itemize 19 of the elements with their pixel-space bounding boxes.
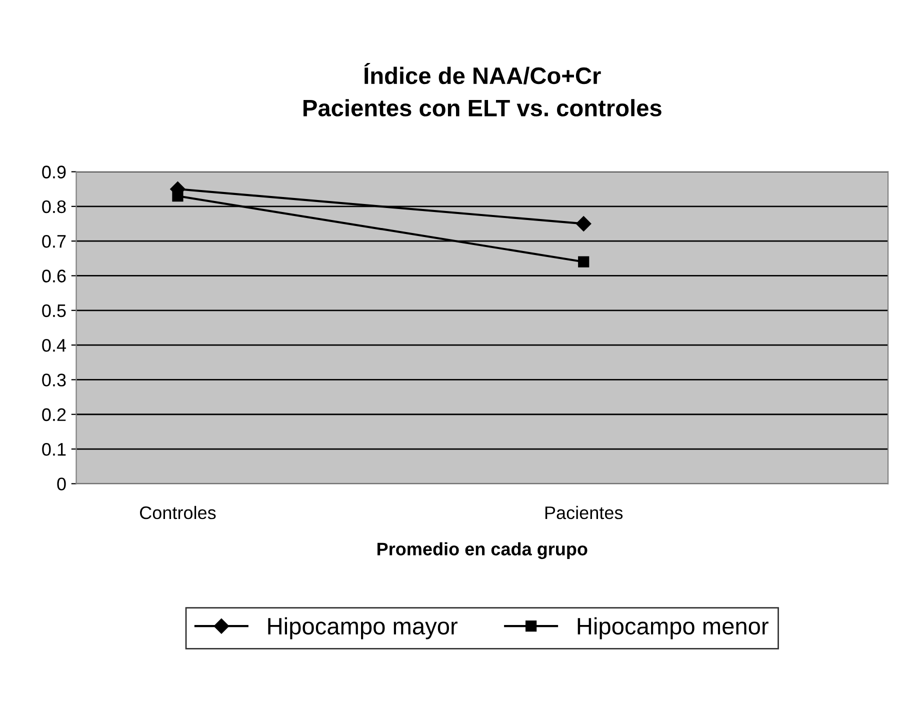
- y-tick-label: 0.1: [42, 442, 66, 456]
- y-tick-label: 0.4: [42, 338, 66, 352]
- legend-label: Hipocampo mayor: [268, 617, 458, 640]
- point: [576, 216, 592, 232]
- x-tick-label: Pacientes: [545, 506, 623, 520]
- x-tick-label: Controles: [140, 506, 216, 520]
- chart-title: Índice de NAA/Co+Cr Pacientes con ELT vs. controles: [304, 62, 662, 116]
- point: [172, 190, 184, 202]
- x-axis-title: Promedio en cada grupo: [378, 542, 588, 560]
- y-tick-label: 0.3: [42, 374, 66, 386]
- point: [578, 256, 590, 268]
- y-tick-label: 0.2: [42, 408, 66, 422]
- y-tick-label: 0: [57, 478, 66, 490]
- y-tick-label: 0.7: [42, 235, 66, 248]
- y-tick-label: 0.6: [42, 270, 66, 282]
- y-tick-label: 0.9: [42, 166, 66, 178]
- y-tick-label: 0.5: [42, 304, 66, 318]
- y-tick-label: 0.8: [42, 200, 66, 214]
- legend-label: Hipocampo menor: [578, 617, 768, 640]
